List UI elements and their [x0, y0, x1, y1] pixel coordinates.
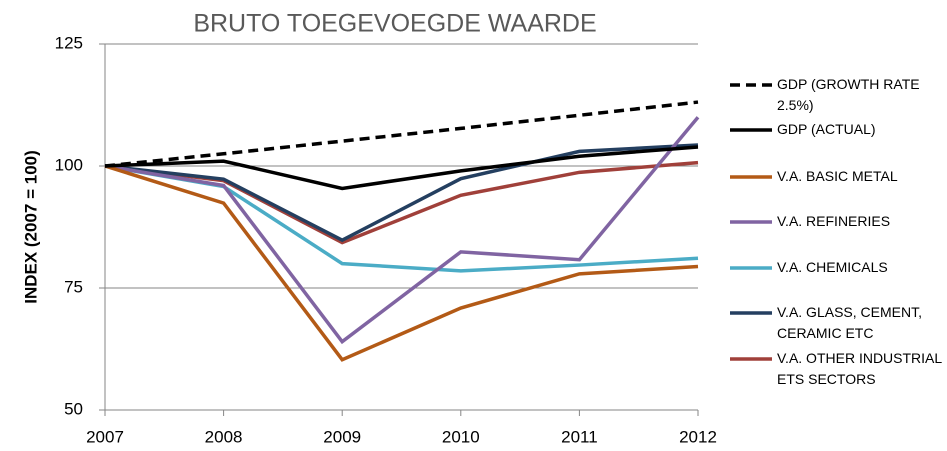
legend-label: GDP (ACTUAL) [777, 121, 876, 137]
legend-label: GDP (GROWTH RATE 2.5%) [777, 76, 920, 113]
legend-label: V.A. CHEMICALS [777, 259, 888, 275]
x-tick-label: 2012 [679, 427, 717, 446]
series-line [104, 100, 699, 168]
y-tick-label: 100 [55, 155, 83, 174]
x-tick-label: 2007 [86, 427, 124, 446]
series-line [104, 145, 699, 191]
y-tick-label: 75 [64, 277, 83, 296]
y-tick-label: 125 [55, 33, 83, 52]
y-axis-label: INDEX (2007 = 100) [21, 150, 40, 304]
chart-title: BRUTO TOEGEVOEGDE WAARDE [193, 10, 596, 38]
x-tick-label: 2010 [442, 427, 480, 446]
legend-label: V.A. BASIC METAL [777, 168, 898, 184]
legend-label: V.A. GLASS, CEMENT, CERAMIC ETC [777, 304, 922, 341]
legend-label: V.A. OTHER INDUSTRIAL ETS SECTORS [777, 350, 942, 387]
x-tick-label: 2009 [323, 427, 361, 446]
series-line [104, 164, 699, 362]
x-tick-label: 2011 [561, 427, 598, 446]
series-line [104, 116, 700, 345]
x-tick-label: 2008 [205, 427, 243, 446]
y-tick-label: 50 [64, 399, 83, 418]
series-line [104, 143, 699, 243]
legend-label: V.A. REFINERIES [777, 213, 891, 229]
